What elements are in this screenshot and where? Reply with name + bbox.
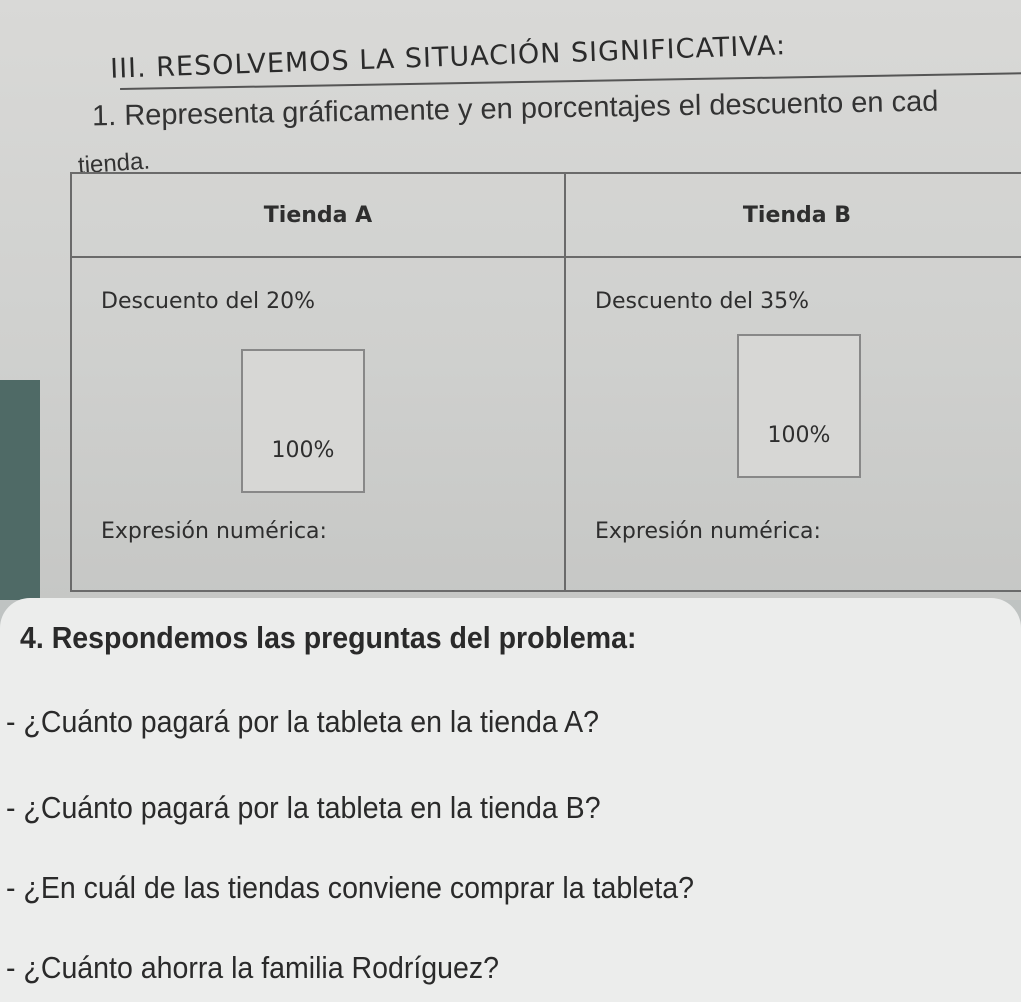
- question-1: - ¿Cuánto pagará por la tableta en la ti…: [6, 704, 599, 739]
- cell-tienda-a: Descuento del 20% 100% Expresión numéric…: [70, 256, 566, 592]
- header-tienda-a: Tienda A: [70, 172, 566, 258]
- discount-b: Descuento del 35%: [595, 289, 810, 314]
- expression-label-a: Expresión numérica:: [101, 519, 327, 544]
- stores-table: Tienda A Tienda B Descuento del 20% 100%…: [70, 172, 1021, 592]
- percent-box-a: 100%: [241, 349, 365, 493]
- worksheet-photo-top: III. RESOLVEMOS LA SITUACIÓN SIGNIFICATI…: [0, 0, 1021, 600]
- question-4: - ¿Cuánto ahorra la familia Rodríguez?: [6, 950, 500, 985]
- worksheet-photo-bottom: 4. Respondemos las preguntas del problem…: [0, 598, 1021, 1002]
- background-edge: [0, 380, 40, 600]
- percent-box-b: 100%: [737, 334, 861, 478]
- question-2: - ¿Cuánto pagará por la tableta en la ti…: [6, 790, 601, 825]
- instruction-text: 1. Representa gráficamente y en porcenta…: [91, 85, 939, 133]
- discount-a: Descuento del 20%: [101, 289, 316, 314]
- header-tienda-b: Tienda B: [564, 172, 1021, 258]
- cell-tienda-b: Descuento del 35% 100% Expresión numéric…: [564, 256, 1021, 592]
- box-label-a: 100%: [271, 438, 335, 463]
- expression-label-b: Expresión numérica:: [595, 519, 821, 544]
- questions-title: 4. Respondemos las preguntas del problem…: [20, 620, 637, 655]
- question-3: - ¿En cuál de las tiendas conviene compr…: [6, 870, 695, 905]
- section-heading: III. RESOLVEMOS LA SITUACIÓN SIGNIFICATI…: [109, 30, 787, 85]
- box-label-b: 100%: [767, 423, 831, 448]
